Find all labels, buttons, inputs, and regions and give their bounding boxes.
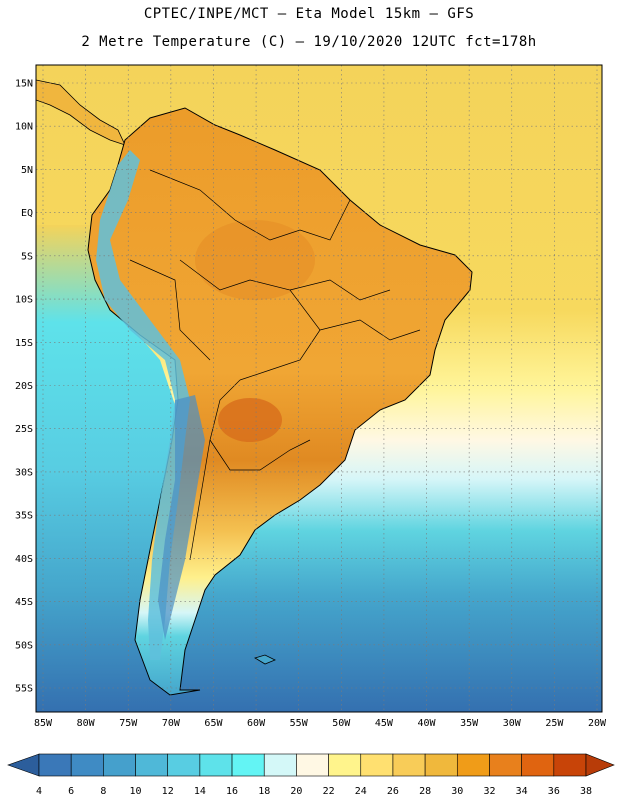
- legend-low-arrow: [7, 753, 40, 777]
- legend-swatch: [103, 753, 136, 777]
- lon-label: 55W: [290, 718, 309, 729]
- lat-label: 5S: [21, 251, 33, 262]
- legend-swatch: [231, 753, 265, 777]
- legend-swatch: [167, 753, 201, 777]
- longitude-labels: 85W 80W 75W 70W 65W 60W 55W 50W 45W 40W 35W 30W 25W 2…: [34, 718, 607, 729]
- legend-tick: 20: [290, 786, 302, 797]
- lon-label: 75W: [119, 718, 138, 729]
- legend-swatch: [553, 753, 587, 777]
- legend-tick: 30: [451, 786, 463, 797]
- legend-swatch: [521, 753, 555, 777]
- legend-swatch: [135, 753, 169, 777]
- legend-tick: 16: [226, 786, 238, 797]
- lon-label: 30W: [503, 718, 522, 729]
- legend-tick: 36: [548, 786, 560, 797]
- legend-swatch: [489, 753, 522, 777]
- lat-label: EQ: [21, 208, 33, 219]
- hot-region-amazon: [195, 220, 315, 300]
- legend-tick: 18: [258, 786, 270, 797]
- legend-swatch: [38, 753, 72, 777]
- latitude-labels: 15N 10N 5N EQ 5S 10S 15S 20S 25S 30S 35S 40S 45S 50S 5…: [15, 79, 33, 695]
- legend-tick: 32: [483, 786, 495, 797]
- lat-label: 15S: [15, 338, 33, 349]
- lat-label: 35S: [15, 511, 33, 522]
- legend-swatch: [296, 753, 329, 777]
- map-frame: [35, 64, 603, 713]
- lon-label: 60W: [247, 718, 266, 729]
- legend-swatch: [456, 753, 490, 777]
- lat-label: 55S: [15, 684, 33, 695]
- legend-tick: 26: [387, 786, 399, 797]
- lat-label: 5N: [21, 165, 33, 176]
- central-america: [36, 79, 126, 146]
- legend-swatch: [360, 753, 394, 777]
- lat-label: 30S: [15, 467, 33, 478]
- lon-label: 85W: [34, 718, 53, 729]
- lat-label: 45S: [15, 597, 33, 608]
- lon-label: 40W: [418, 718, 437, 729]
- lat-label: 15N: [15, 79, 33, 90]
- legend-tick: 22: [323, 786, 335, 797]
- map-title-line-1: CPTEC/INPE/MCT – Eta Model 15km – GFS: [143, 6, 475, 22]
- hot-spot-chaco: [218, 398, 282, 442]
- lat-label: 40S: [15, 554, 33, 565]
- legend-tick: 12: [162, 786, 174, 797]
- lat-label: 10S: [15, 295, 33, 306]
- lat-label: 20S: [15, 381, 33, 392]
- legend-tick: 38: [580, 786, 592, 797]
- legend-swatch: [328, 753, 362, 777]
- legend-tick-labels: 4 6 8 10 12 14 16 18 20 22 24 26 28 30 32 34 36 38: [36, 786, 592, 797]
- legend-swatch: [263, 753, 297, 777]
- andes-coldest-strip: [158, 395, 205, 640]
- legend-swatch: [70, 753, 104, 777]
- legend-tick: 34: [516, 786, 528, 797]
- legend-tick: 6: [68, 786, 74, 797]
- legend-swatch: [392, 753, 426, 777]
- falkland-islands: [254, 654, 276, 665]
- country-borders: [129, 169, 421, 561]
- lon-label: 25W: [545, 718, 564, 729]
- legend-swatch: [424, 753, 458, 777]
- legend-tick: 8: [100, 786, 106, 797]
- legend-tick: 24: [355, 786, 367, 797]
- lon-label: 80W: [77, 718, 96, 729]
- lon-label: 65W: [204, 718, 223, 729]
- temperature-map: 15N 10N 5N EQ 5S 10S 15S 20S 25S 30S 35S 40S 45S 50S 5…: [15, 64, 607, 729]
- lon-label: 45W: [375, 718, 394, 729]
- legend-swatch: [199, 753, 233, 777]
- legend-high-arrow: [585, 753, 615, 777]
- lon-label: 50W: [332, 718, 351, 729]
- lat-label: 10N: [15, 122, 33, 133]
- legend-tick: 10: [130, 786, 142, 797]
- map-title-line-2: 2 Metre Temperature (C) – 19/10/2020 12U…: [81, 34, 537, 50]
- legend-tick: 4: [36, 786, 42, 797]
- legend-tick: 28: [419, 786, 431, 797]
- legend-tick: 14: [194, 786, 206, 797]
- lon-label: 35W: [460, 718, 479, 729]
- lat-label: 50S: [15, 640, 33, 651]
- lon-label: 20W: [588, 718, 607, 729]
- color-legend: 4 6 8 10 12 14 16 18 20 22 24 26 28 30 32 34 36 38: [7, 753, 615, 797]
- lat-label: 25S: [15, 424, 33, 435]
- lon-label: 70W: [162, 718, 181, 729]
